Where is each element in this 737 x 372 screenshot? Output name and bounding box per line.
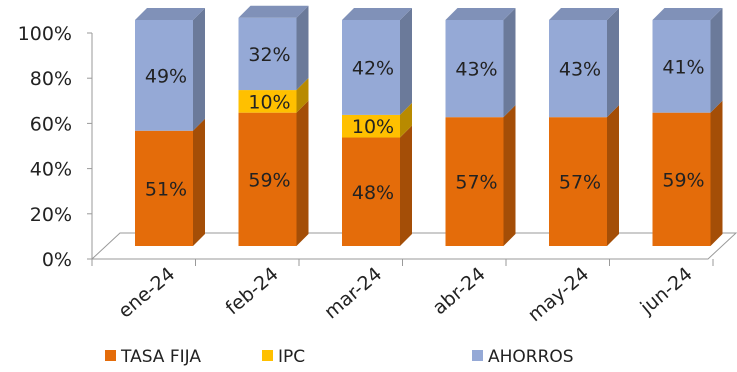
legend-swatch — [262, 350, 273, 361]
x-tick-label: feb-24 — [221, 263, 282, 319]
bar-front-face — [445, 20, 504, 118]
legend-entry: TASA FIJA — [105, 347, 201, 367]
x-tick-label: jun-24 — [636, 263, 697, 319]
bar-segment-ahorros — [238, 5, 309, 91]
legend: TASA FIJA IPC AHORROS — [105, 347, 574, 367]
y-tick-label: 100% — [18, 23, 72, 45]
data-label: 51% — [145, 178, 187, 200]
legend-label: TASA FIJA — [120, 347, 201, 367]
bar-top-face — [135, 8, 205, 20]
bar-side-face — [296, 100, 309, 246]
bar-side-face — [503, 105, 516, 247]
bar-segment-ahorros — [342, 8, 412, 115]
data-labels: 51% 49% 59% 10% 32% 48% 10% 42% 57% 43% 57% 43% 59% 4… — [145, 44, 705, 204]
bar-segment-tasa-fija — [445, 105, 516, 247]
legend-label: AHORROS — [488, 347, 574, 367]
bar-side-face — [296, 5, 309, 91]
bar-front-face — [445, 117, 504, 247]
bar-top-face — [445, 8, 516, 20]
data-label: 10% — [248, 91, 290, 113]
bar-segment-ahorros — [549, 8, 619, 118]
bar-front-face — [652, 20, 711, 113]
bar-front-face — [135, 130, 193, 246]
bar-front-face — [238, 17, 297, 91]
bar-segment-tasa-fija — [238, 100, 309, 246]
data-label: 43% — [455, 59, 497, 81]
bar-front-face — [342, 137, 400, 246]
bar-front-face — [549, 20, 607, 118]
data-label: 57% — [455, 172, 497, 194]
bar-front-face — [342, 20, 400, 115]
data-label: 59% — [662, 169, 704, 191]
bar-side-face — [607, 8, 619, 118]
data-label: 49% — [145, 65, 187, 87]
data-label: 57% — [559, 172, 601, 194]
bar-side-face — [503, 8, 516, 118]
bar-segment-tasa-fija — [652, 100, 723, 246]
bar-front-face — [652, 112, 711, 246]
legend-swatch — [105, 350, 116, 361]
y-tick-label: 80% — [30, 68, 72, 90]
bar-side-face — [193, 8, 205, 131]
y-tick-label: 40% — [30, 159, 72, 181]
y-tick-label: 60% — [30, 113, 72, 135]
data-label: 43% — [559, 59, 601, 81]
legend-entry: AHORROS — [472, 347, 574, 367]
data-label: 10% — [352, 116, 394, 138]
bar-front-face — [238, 90, 297, 113]
bar-segment-ahorros — [652, 8, 723, 113]
bar-segment-ahorros — [135, 8, 205, 131]
data-label: 59% — [248, 169, 290, 191]
bar-segment-tasa-fija — [549, 105, 619, 247]
bar-top-face — [238, 5, 309, 18]
x-tick-label: mar-24 — [320, 263, 386, 323]
bar-front-face — [135, 20, 193, 131]
data-label: 32% — [248, 44, 290, 66]
bar-side-face — [296, 78, 309, 113]
bar-side-face — [710, 100, 723, 246]
legend-swatch — [472, 350, 483, 361]
bar-top-face — [652, 8, 723, 20]
data-label: 41% — [662, 56, 704, 78]
bar-segment-ahorros — [445, 8, 516, 118]
bar-segment-tasa-fija — [135, 118, 205, 246]
bar-front-face — [342, 114, 400, 138]
data-label: 42% — [352, 57, 394, 79]
x-tick-label: may-24 — [524, 263, 593, 326]
bar-segment-ipc — [238, 78, 309, 113]
bar-side-face — [607, 105, 619, 247]
bar-side-face — [193, 118, 205, 246]
bar-side-face — [710, 8, 723, 113]
legend-entry: IPC — [262, 347, 305, 367]
bar-side-face — [400, 102, 412, 138]
bar-front-face — [238, 112, 297, 246]
bar-segment-ipc — [342, 102, 412, 138]
bar-top-face — [549, 8, 619, 20]
data-label: 48% — [352, 182, 394, 204]
x-tick-label: abr-24 — [429, 263, 490, 319]
y-tick-label: 0% — [42, 249, 72, 271]
legend-label: IPC — [278, 347, 305, 367]
bars — [135, 5, 723, 247]
bar-side-face — [400, 8, 412, 115]
bar-segment-tasa-fija — [342, 125, 412, 246]
bar-front-face — [549, 117, 607, 247]
bar-top-face — [342, 8, 412, 20]
y-tick-label: 20% — [30, 204, 72, 226]
bar-side-face — [400, 125, 412, 246]
x-tick-label: ene-24 — [114, 263, 179, 323]
